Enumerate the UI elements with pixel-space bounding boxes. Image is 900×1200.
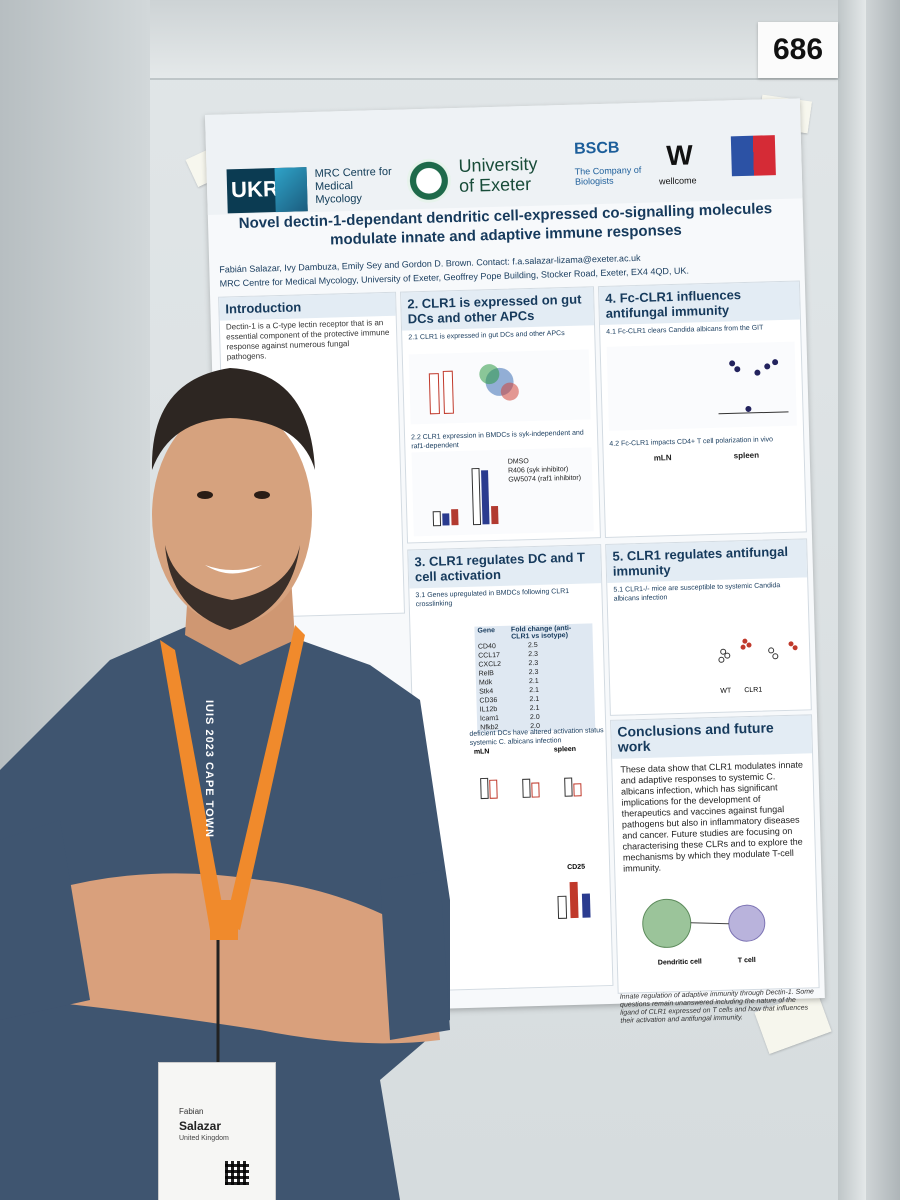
section-5-dot-plot: [718, 638, 798, 663]
conclusions-caption: Innate regulation of adaptive immunity t…: [619, 988, 814, 1025]
section-2: 2. CLR1 is expressed on gut DCs and othe…: [400, 286, 601, 544]
bscb-logo: BSCB: [573, 139, 620, 158]
section-4-sub2: 4.2 Fc-CLR1 impacts CD4+ T cell polariza…: [609, 436, 774, 448]
name-badge: Fabian Salazar United Kingdom: [158, 1062, 276, 1200]
conclusions-heading: Conclusions and future work: [611, 715, 813, 759]
section-3-sub1: 3.1 Genes upregulated in BMDCs following…: [415, 588, 570, 609]
ukri-logo: UKRI: [226, 167, 308, 214]
board-frame-top: [150, 0, 866, 80]
section-2-heading: 2. CLR1 is expressed on gut DCs and othe…: [401, 287, 595, 331]
section-2-figure-2: DMSO R406 (syk inhibitor) GW5074 (raf1 i…: [411, 447, 594, 537]
bar-chart-graphic: [432, 467, 499, 527]
diagram-label-dendritic: Dendritic cell: [657, 958, 702, 967]
cfu-plot-graphic: [718, 359, 789, 415]
booth-number: 686: [772, 33, 824, 66]
section-5-label-wt: WT: [720, 687, 732, 695]
board-frame-right: [838, 0, 866, 1200]
section-4-figure-1: [606, 341, 797, 431]
exeter-logo-text: University of Exeter: [458, 153, 538, 196]
section-5-sub1: 5.1 CLR1-/- mice are susceptible to syst…: [613, 582, 781, 603]
section-3-heading: 3. CLR1 regulates DC and T cell activati…: [408, 545, 602, 589]
section-5: 5. CLR1 regulates antifungal immunity 5.…: [605, 538, 812, 716]
section-3-bar-graphics: [480, 777, 591, 919]
section-3-label-spleen: spleen: [553, 745, 577, 754]
lanyard-text: IUIS 2023 CAPE TOWN: [203, 700, 215, 838]
research-poster: UKRI MRC Centre for Medical Mycology Uni…: [205, 98, 825, 1025]
right-booth-panel: [866, 0, 900, 1200]
section-4: 4. Fc-CLR1 influences antifungal immunit…: [597, 280, 807, 538]
intro-text: Dectin-1 is a C-type lectin receptor tha…: [225, 318, 390, 362]
chile-flag-logo: [730, 135, 776, 177]
mrc-logo-text: MRC Centre for Medical Mycology: [314, 165, 392, 206]
section-4-heading: 4. Fc-CLR1 influences antifungal immunit…: [598, 281, 800, 326]
section-3-sub2: deficient DCs have altered activation st…: [469, 727, 604, 747]
cell-interaction-diagram: [642, 898, 766, 948]
section-3-label-mln: mLN: [473, 748, 490, 756]
badge-last-name: Salazar: [179, 1119, 222, 1133]
company-of-biologists-logo: The Company of Biologists: [574, 164, 642, 187]
left-booth-panel: [0, 0, 150, 1200]
section-5-heading: 5. CLR1 regulates antifungal immunity: [606, 539, 808, 583]
section-4-label-spleen: spleen: [733, 450, 760, 461]
wellcome-w-icon: W: [665, 139, 694, 172]
badge-country: United Kingdom: [179, 1135, 229, 1142]
diagram-label-tcell: T cell: [737, 956, 756, 965]
wellcome-logo: wellcome: [658, 175, 697, 187]
conclusions-section: Conclusions and future work These data s…: [610, 714, 820, 994]
badge-first-name: Fabian: [179, 1107, 204, 1116]
intro-section: Introduction Dectin-1 is a C-type lectin…: [218, 291, 405, 619]
booth-number-sign: 686: [758, 22, 838, 78]
section-3: 3. CLR1 regulates DC and T cell activati…: [407, 544, 614, 992]
gene-fold-change-table: Gene Fold change (anti-CLR1 vs isotype) …: [474, 623, 596, 733]
section-5-label-clr1: CLR1: [744, 686, 763, 695]
section-2-figure-1: [408, 349, 591, 425]
flow-plot-graphic: [428, 364, 519, 415]
conclusions-text: These data show that CLR1 modulates inna…: [620, 759, 804, 874]
section-4-label-mln: mLN: [653, 453, 672, 463]
qr-code-icon: [225, 1161, 249, 1185]
